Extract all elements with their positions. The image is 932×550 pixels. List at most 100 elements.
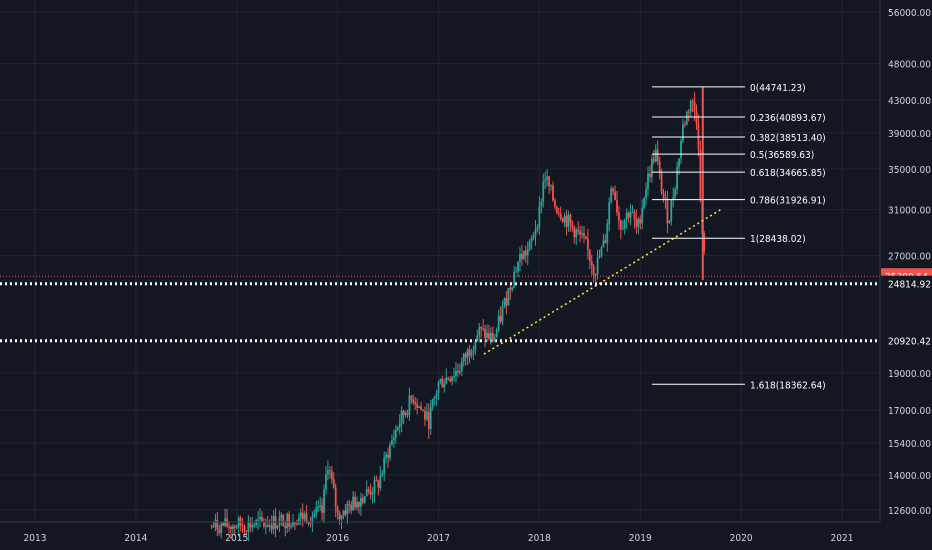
candle-body <box>565 215 568 227</box>
candle-body <box>325 474 327 490</box>
candle-body <box>235 527 238 529</box>
candle-body <box>550 185 552 187</box>
candle-body <box>662 192 665 198</box>
candle-body <box>484 328 486 339</box>
candle-body <box>305 513 308 523</box>
candle-body <box>231 526 234 529</box>
candle-body <box>460 361 463 372</box>
candle-body <box>691 101 694 103</box>
candle-body <box>230 526 232 529</box>
candle-body <box>255 520 258 526</box>
candle-body <box>478 327 481 336</box>
candle-body <box>268 525 271 528</box>
candle-body <box>396 427 399 430</box>
candle-body <box>464 353 467 358</box>
candle-body <box>371 493 374 495</box>
candle-body <box>610 188 613 203</box>
candle-body <box>497 315 500 330</box>
candle-body <box>321 505 324 513</box>
candle-body <box>548 176 550 187</box>
candle-body <box>532 236 535 238</box>
candle-body <box>210 525 213 527</box>
candle-body <box>697 123 700 150</box>
trendline[interactable] <box>483 208 722 355</box>
candle-body <box>420 406 422 410</box>
candle-body <box>261 516 263 522</box>
candle-body <box>649 173 651 178</box>
candle-body <box>311 516 314 523</box>
candle-body <box>433 396 436 399</box>
candle-body <box>652 158 655 162</box>
candle-body <box>408 395 411 415</box>
price-tick-label: 48000.00 <box>888 59 931 70</box>
fib-level-label: 0.382(38513.40) <box>750 133 826 144</box>
candle-body <box>373 479 376 494</box>
candle-body <box>375 479 378 481</box>
candle-body <box>292 521 294 527</box>
candle-body <box>513 271 516 287</box>
candle-body <box>522 250 525 260</box>
candle-body <box>672 197 675 200</box>
candle-body <box>294 521 296 524</box>
time-tick-label: 2018 <box>528 533 551 544</box>
candle-body <box>350 504 353 511</box>
price-level-badge <box>881 332 932 349</box>
candle-body <box>575 229 578 238</box>
candle-body <box>658 161 661 174</box>
candle-body <box>400 410 403 424</box>
candle-body <box>674 189 677 198</box>
price-axis[interactable]: 56000.00 48000.00 43000.00 39000.00 35000.00… <box>881 8 932 517</box>
candle-body <box>303 513 306 520</box>
candle-body <box>272 516 275 530</box>
price-level-label: 24814.92 <box>888 280 931 291</box>
candle-body <box>581 233 583 235</box>
candle-body <box>237 517 240 528</box>
candle-body <box>600 247 603 257</box>
price-tick-label: 56000.00 <box>888 8 931 19</box>
horizontal-price-lines <box>0 275 880 343</box>
candle-body <box>542 181 545 202</box>
candle-body <box>280 514 283 518</box>
candle-body <box>340 515 343 520</box>
price-tick-label: 43000.00 <box>888 96 931 107</box>
candle-body <box>290 526 292 528</box>
candle-body <box>629 212 632 218</box>
candle-body <box>328 470 331 472</box>
candle-body <box>301 512 304 520</box>
candle-body <box>654 149 657 162</box>
candle-body <box>453 375 455 377</box>
candle-body <box>447 377 450 380</box>
candle-body <box>363 496 366 503</box>
candle-body <box>249 521 252 528</box>
candle-body <box>307 522 310 524</box>
fib-level-label: 0.236(40893.67) <box>750 113 826 124</box>
price-tick-label: 15400.00 <box>888 439 931 450</box>
candle-body <box>534 229 537 237</box>
candle-body <box>288 513 291 527</box>
fib-level-label: 0.786(31926.91) <box>750 196 826 207</box>
candle-body <box>416 404 419 408</box>
candle-body <box>647 173 649 190</box>
candle-body <box>493 337 496 342</box>
candle-body <box>449 379 452 382</box>
candle-body <box>425 411 428 420</box>
price-level-badge <box>881 275 932 292</box>
candle-body <box>627 212 630 218</box>
candle-body <box>619 220 622 230</box>
candle-body <box>571 222 574 227</box>
candle-body <box>251 525 254 528</box>
time-axis[interactable]: 2013 2014 2015 2016 2017 2018 2019 2020 2021 <box>24 533 854 544</box>
candle-body <box>259 516 261 520</box>
candle-body <box>540 201 543 207</box>
candle-body <box>243 526 246 531</box>
candle-body <box>555 206 558 213</box>
candle-body <box>528 241 531 250</box>
candle-body <box>577 229 580 232</box>
fibonacci-retracement[interactable]: 0(44741.23) 0.236(40893.67) 0.382(38513.40… <box>652 83 826 391</box>
candle-body <box>509 288 512 290</box>
ascending-trendline <box>483 208 722 355</box>
candle-body <box>264 525 267 527</box>
candle-body <box>443 383 446 388</box>
candle-body <box>559 213 562 219</box>
